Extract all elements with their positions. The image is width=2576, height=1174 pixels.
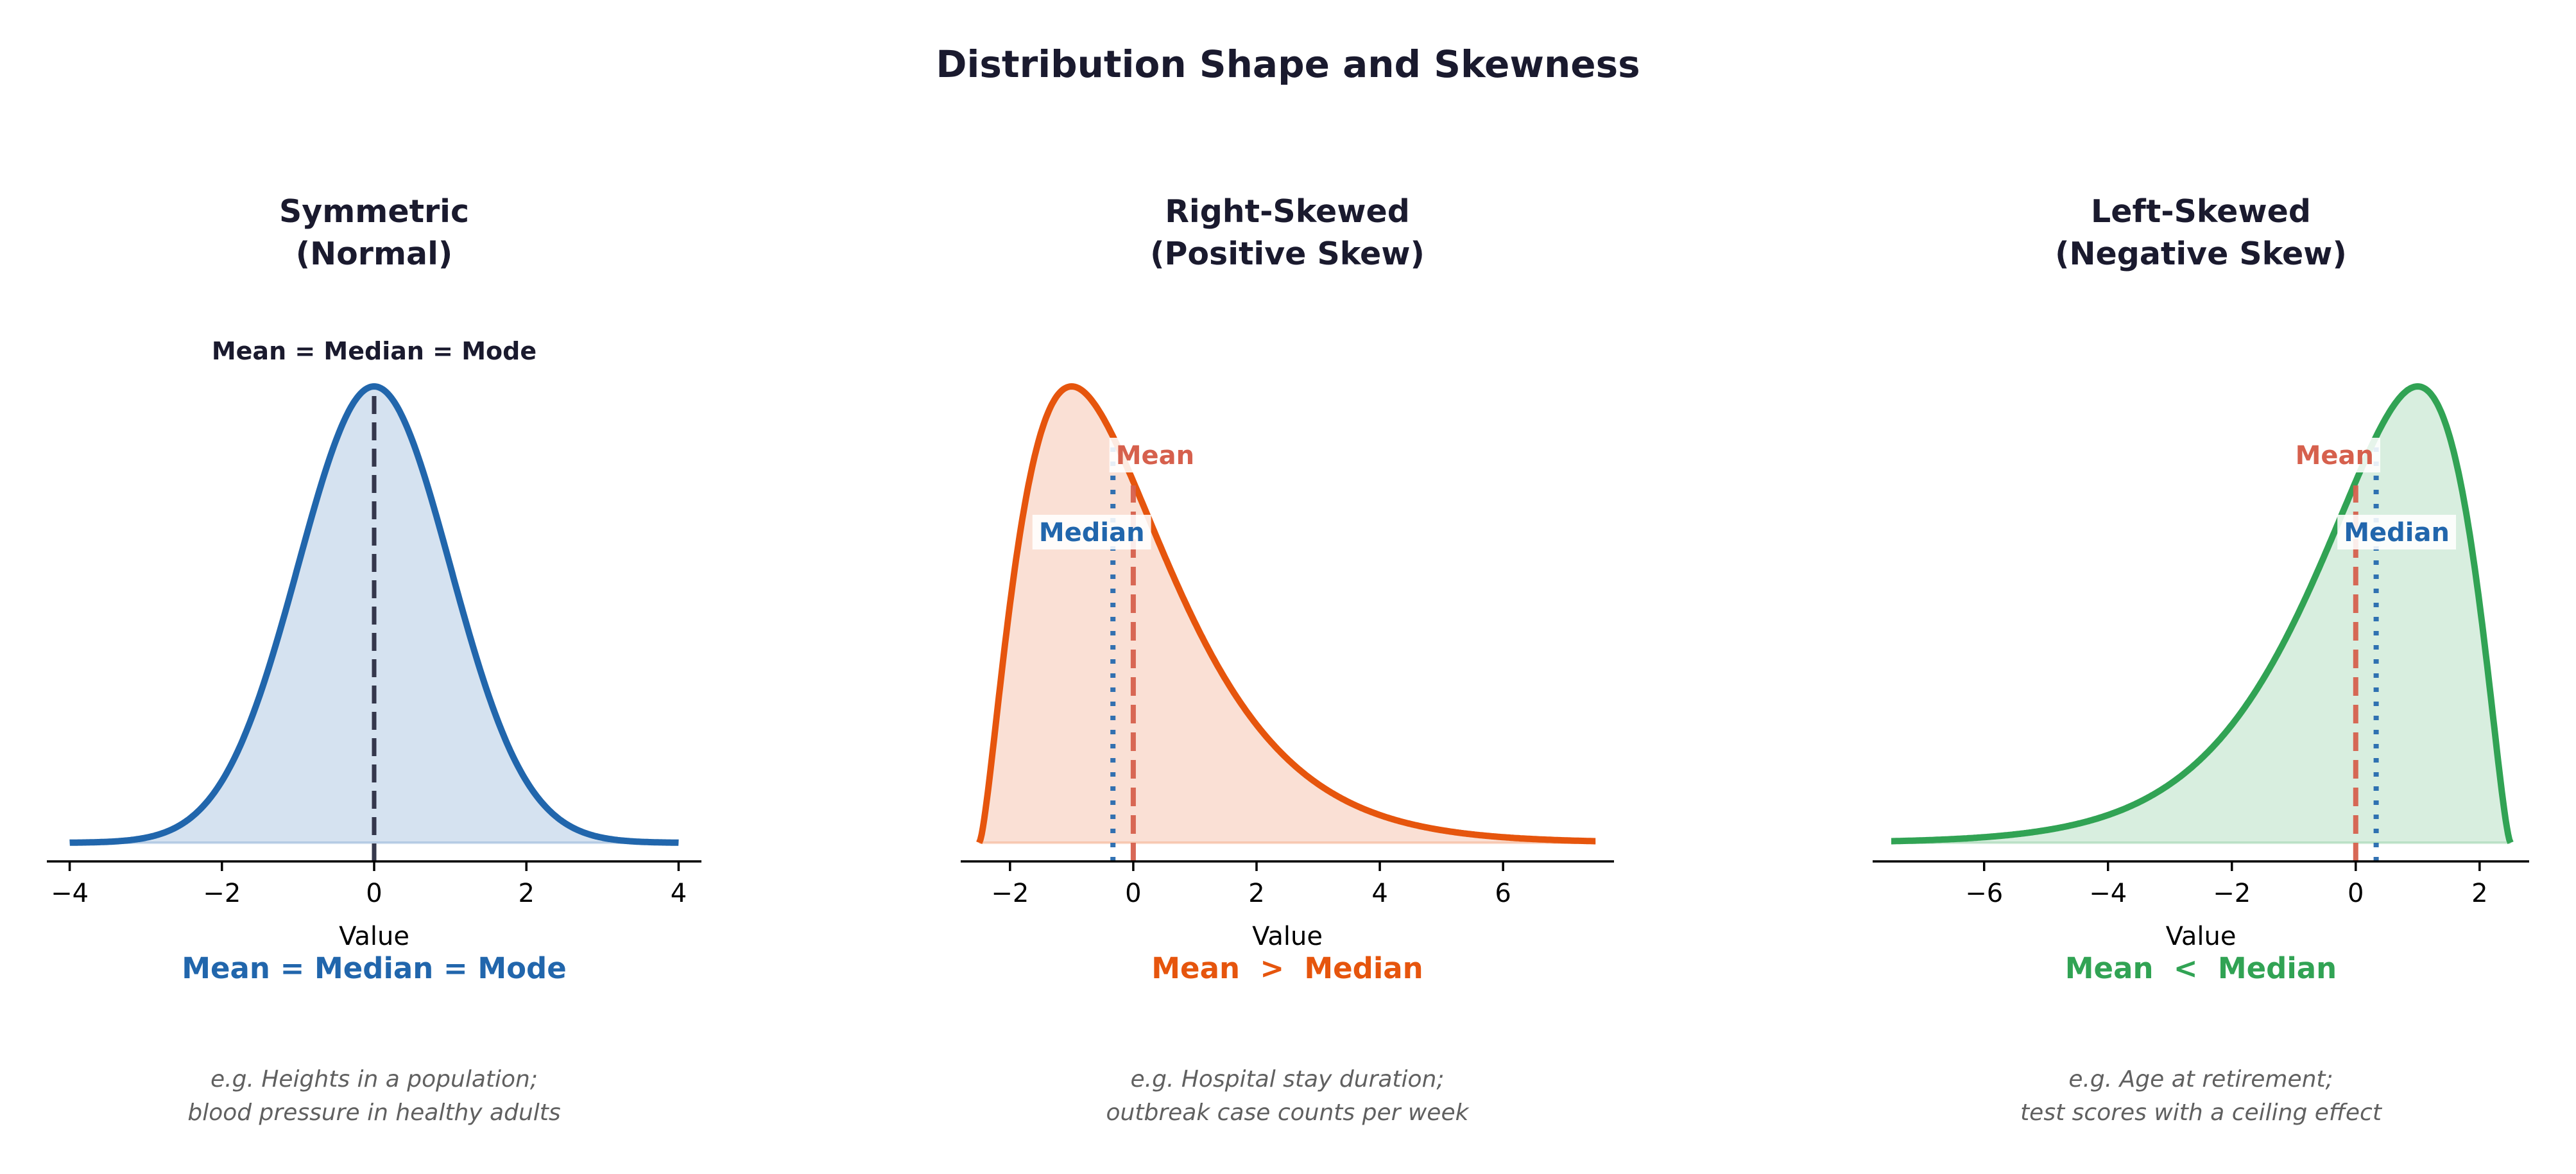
example-text: outbreak case counts per week xyxy=(1106,1100,1470,1126)
x-tick-label: −2 xyxy=(203,879,241,908)
median-label-box xyxy=(2337,515,2456,549)
panel-title-line: (Negative Skew) xyxy=(2055,236,2347,272)
panel-title-line: Left-Skewed xyxy=(2091,193,2311,230)
x-tick-label: −2 xyxy=(991,879,1029,908)
panel-symmetric: Symmetric (Normal) Mean = Median = Mode −4 −… xyxy=(47,193,701,1126)
x-axis-label: Value xyxy=(1252,922,1323,951)
example-text: blood pressure in healthy adults xyxy=(187,1100,560,1126)
panel-title-line: Right-Skewed xyxy=(1165,193,1410,230)
example-text: e.g. Age at retirement; xyxy=(2068,1066,2333,1092)
x-tick-label: 0 xyxy=(1125,879,1141,908)
summary-text: Mean < Median xyxy=(2065,951,2337,985)
x-tick-label: 0 xyxy=(2348,879,2364,908)
density-curve xyxy=(976,383,1598,845)
mean-label: Mean xyxy=(2296,441,2374,470)
median-label: Median xyxy=(2344,518,2450,548)
center-annotation: Mean = Median = Mode xyxy=(212,337,537,365)
x-tick-label: −2 xyxy=(2213,879,2251,908)
panel-left-skewed: Left-Skewed (Negative Skew) Mean Median −6 −4… xyxy=(1873,193,2529,1126)
x-tick-label: 4 xyxy=(1371,879,1387,908)
x-tick-label: −4 xyxy=(51,879,89,908)
x-axis-label: Value xyxy=(2166,922,2237,951)
mean-label: Mean xyxy=(1116,441,1194,470)
x-tick-label: 2 xyxy=(2471,879,2487,908)
figure-title: Distribution Shape and Skewness xyxy=(936,42,1640,86)
x-tick-label: −6 xyxy=(1965,879,2003,908)
mean-label-box xyxy=(2288,438,2380,472)
x-tick-label: 2 xyxy=(1248,879,1264,908)
x-tick-label: 2 xyxy=(518,879,534,908)
x-tick-label: 6 xyxy=(1495,879,1511,908)
example-text: e.g. Hospital stay duration; xyxy=(1131,1066,1445,1092)
panel-right-skewed: Right-Skewed (Positive Skew) Mean Median −2 0… xyxy=(961,193,1614,1126)
density-curve xyxy=(1889,383,2514,845)
x-tick-label: −4 xyxy=(2089,879,2127,908)
example-text: e.g. Heights in a population; xyxy=(210,1066,538,1092)
x-tick-label: 4 xyxy=(671,879,687,908)
median-label-box xyxy=(1032,515,1151,549)
x-tick-label: 0 xyxy=(366,879,382,908)
x-axis-label: Value xyxy=(339,922,409,951)
panel-title-line: (Positive Skew) xyxy=(1150,236,1425,272)
mean-label-box xyxy=(1109,438,1201,472)
example-text: test scores with a ceiling effect xyxy=(2020,1100,2383,1126)
density-curve xyxy=(67,383,681,846)
summary-text: Mean > Median xyxy=(1151,951,1423,985)
panel-title-line: (Normal) xyxy=(296,236,453,272)
median-label: Median xyxy=(1039,518,1145,548)
summary-text: Mean = Median = Mode xyxy=(182,951,567,985)
panel-title-line: Symmetric xyxy=(279,193,469,230)
